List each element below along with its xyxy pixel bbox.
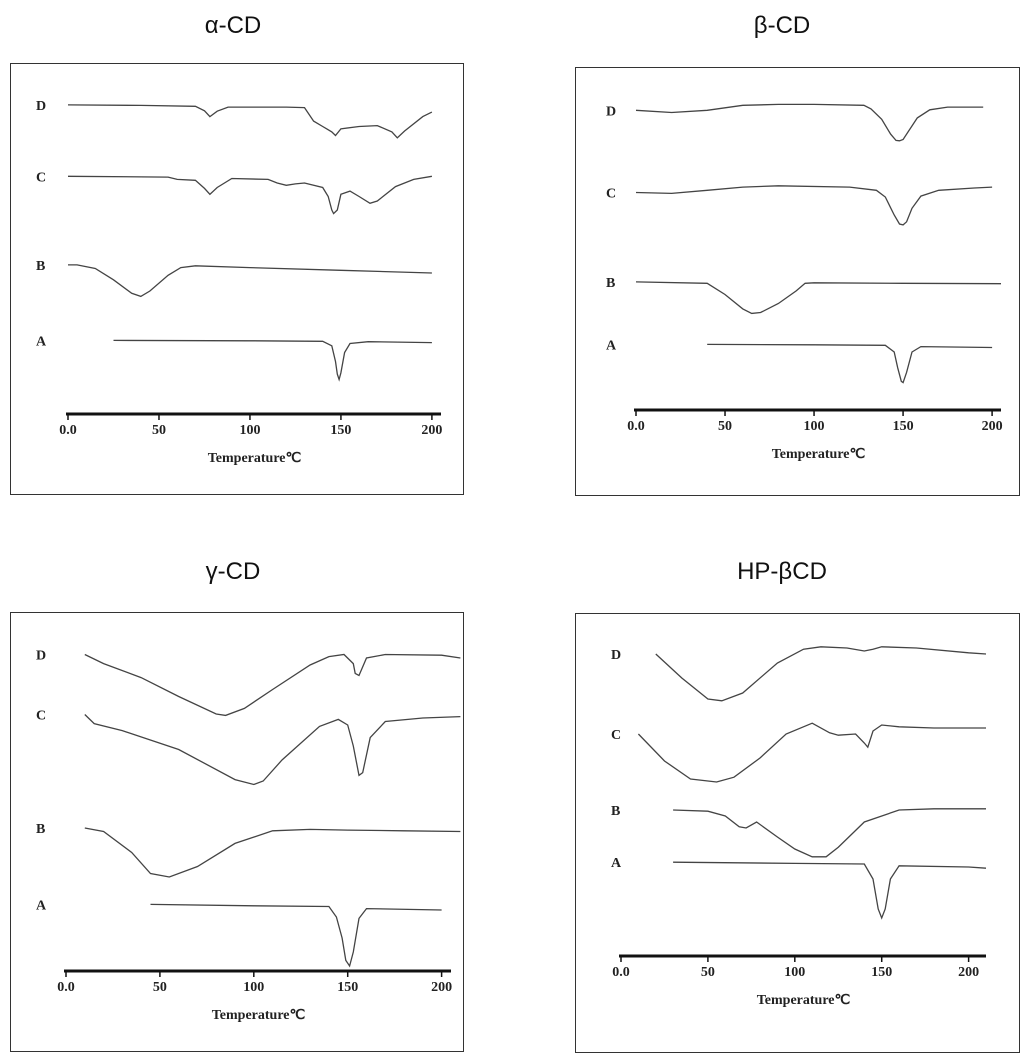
chart-title-alpha-cd: α-CD bbox=[83, 12, 383, 40]
x-axis-title: Temperature℃ bbox=[208, 451, 302, 466]
chart-svg-beta-cd: 0.0 50 100 150 200 Temperature℃ D C B A bbox=[576, 68, 1020, 497]
chart-svg-gamma-cd: 0.0 50 100 150 200 Temperature℃ D C B A bbox=[11, 613, 465, 1053]
dsc-chart-beta-cd: 0.0 50 100 150 200 Temperature℃ D C B A bbox=[575, 67, 1020, 496]
x-axis-title: Temperature℃ bbox=[212, 1008, 306, 1023]
x-tick-label: 50 bbox=[152, 423, 166, 438]
chart-svg-hp-beta-cd: 0.0 50 100 150 200 Temperature℃ D C B A bbox=[576, 614, 1020, 1054]
series-label-c: C bbox=[36, 709, 46, 724]
x-tick-label: 200 bbox=[958, 965, 979, 980]
series-trace-b bbox=[68, 265, 432, 297]
series-label-b: B bbox=[606, 276, 615, 291]
series-trace-b bbox=[673, 809, 986, 857]
x-tick-label: 150 bbox=[330, 423, 351, 438]
x-tick-label: 50 bbox=[701, 965, 715, 980]
series-label-c: C bbox=[606, 187, 616, 202]
x-axis-title: Temperature℃ bbox=[757, 993, 851, 1008]
x-tick-label: 150 bbox=[871, 965, 892, 980]
dsc-chart-hp-beta-cd: 0.0 50 100 150 200 Temperature℃ D C B A bbox=[575, 613, 1020, 1053]
x-tick-label: 0.0 bbox=[612, 965, 630, 980]
series-label-c: C bbox=[36, 170, 46, 185]
series-trace-d bbox=[85, 655, 461, 716]
series-trace-b bbox=[85, 828, 461, 877]
series-trace-c bbox=[638, 723, 986, 782]
series-label-a: A bbox=[611, 856, 622, 871]
chart-title-beta-cd: β-CD bbox=[632, 12, 932, 40]
series-trace-a bbox=[673, 862, 986, 918]
dsc-chart-gamma-cd: 0.0 50 100 150 200 Temperature℃ D C B A bbox=[10, 612, 464, 1052]
series-label-b: B bbox=[36, 259, 45, 274]
x-tick-label: 100 bbox=[243, 980, 264, 995]
series-label-c: C bbox=[611, 728, 621, 743]
series-label-d: D bbox=[611, 648, 621, 663]
series-label-d: D bbox=[606, 104, 616, 119]
series-trace-c bbox=[68, 176, 432, 213]
x-tick-label: 100 bbox=[804, 419, 825, 434]
series-label-b: B bbox=[36, 822, 45, 837]
x-axis-title: Temperature℃ bbox=[772, 447, 866, 462]
series-trace-d bbox=[636, 104, 983, 140]
series-trace-d bbox=[68, 105, 432, 138]
series-trace-a bbox=[151, 904, 442, 966]
chart-svg-alpha-cd: 0.0 50 100 150 200 Temperature℃ D C B A bbox=[11, 64, 465, 496]
series-trace-a bbox=[114, 340, 432, 379]
series-label-a: A bbox=[36, 334, 47, 349]
series-trace-d bbox=[656, 647, 986, 701]
series-trace-c bbox=[636, 186, 992, 225]
x-tick-label: 200 bbox=[982, 419, 1003, 434]
x-tick-label: 150 bbox=[337, 980, 358, 995]
x-tick-label: 0.0 bbox=[59, 423, 77, 438]
x-tick-label: 100 bbox=[239, 423, 260, 438]
series-label-d: D bbox=[36, 99, 46, 114]
chart-title-gamma-cd: γ-CD bbox=[83, 558, 383, 586]
series-label-d: D bbox=[36, 649, 46, 664]
x-tick-label: 0.0 bbox=[627, 419, 645, 434]
series-label-b: B bbox=[611, 804, 620, 819]
x-tick-label: 200 bbox=[421, 423, 442, 438]
dsc-chart-alpha-cd: 0.0 50 100 150 200 Temperature℃ D C B A bbox=[10, 63, 464, 495]
x-tick-label: 150 bbox=[893, 419, 914, 434]
series-trace-c bbox=[85, 715, 461, 785]
x-tick-label: 50 bbox=[718, 419, 732, 434]
chart-title-hp-beta-cd: HP-βCD bbox=[632, 558, 932, 586]
x-tick-label: 100 bbox=[784, 965, 805, 980]
x-tick-label: 50 bbox=[153, 980, 167, 995]
x-tick-label: 0.0 bbox=[57, 980, 75, 995]
series-trace-a bbox=[707, 344, 992, 382]
x-tick-label: 200 bbox=[431, 980, 452, 995]
series-label-a: A bbox=[606, 338, 617, 353]
series-trace-b bbox=[636, 282, 1001, 314]
series-label-a: A bbox=[36, 898, 47, 913]
